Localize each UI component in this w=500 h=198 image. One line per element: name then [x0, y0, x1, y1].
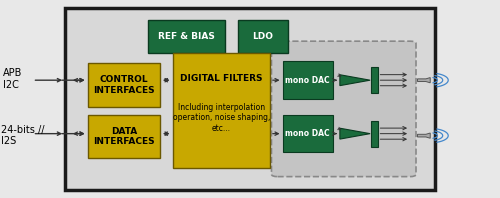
Bar [370, 121, 378, 147]
Text: 24-bits //
I2S: 24-bits // I2S [1, 125, 44, 147]
FancyBboxPatch shape [272, 41, 416, 177]
Bar [88, 63, 160, 107]
Bar [282, 115, 333, 152]
Polygon shape [418, 78, 430, 83]
Text: mono DAC: mono DAC [285, 76, 330, 85]
Text: REF & BIAS: REF & BIAS [158, 32, 214, 41]
Text: Including interpolation
operation, noise shaping,
etc...: Including interpolation operation, noise… [172, 103, 270, 133]
Text: APB
I2C: APB I2C [2, 68, 22, 90]
Text: DIGITAL FILTERS: DIGITAL FILTERS [180, 74, 262, 83]
Bar [370, 67, 378, 93]
Polygon shape [340, 128, 370, 139]
Text: mono DAC: mono DAC [285, 129, 330, 138]
Bar [282, 61, 333, 99]
Bar [148, 20, 225, 53]
Polygon shape [340, 75, 370, 86]
Polygon shape [418, 133, 430, 138]
Bar [172, 53, 270, 168]
Text: CONTROL
INTERFACES: CONTROL INTERFACES [93, 75, 154, 95]
Text: LDO: LDO [252, 32, 273, 41]
Bar [238, 20, 288, 53]
Text: DATA
INTERFACES: DATA INTERFACES [93, 127, 154, 146]
Bar [88, 115, 160, 158]
Bar [65, 8, 435, 190]
